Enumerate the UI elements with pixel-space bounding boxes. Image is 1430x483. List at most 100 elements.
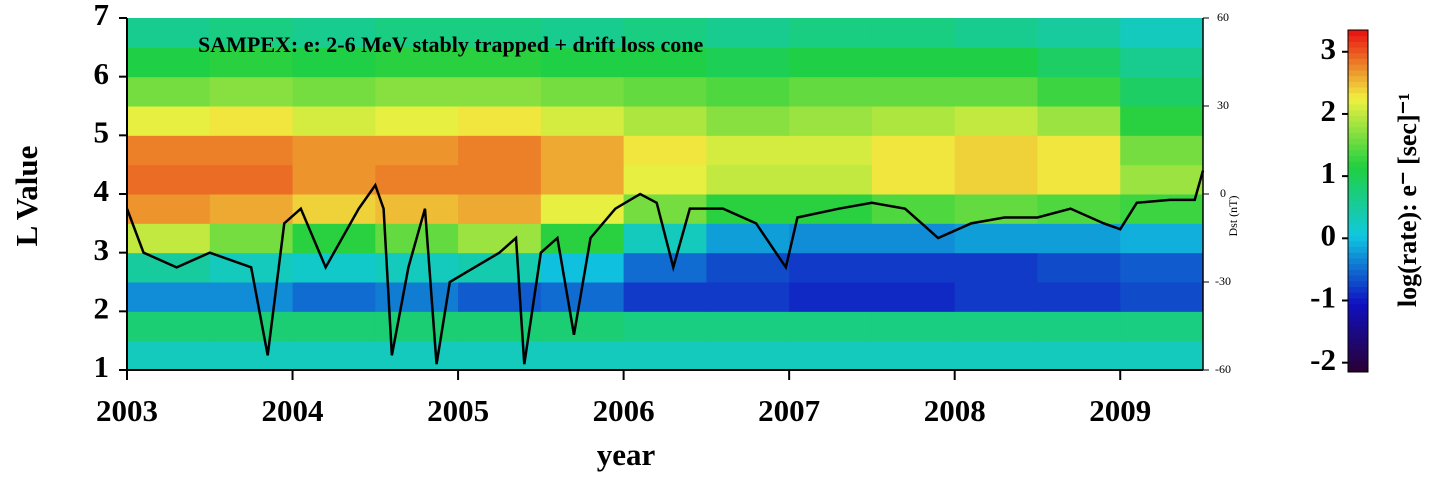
heatmap-cell <box>954 135 1038 166</box>
heatmap-cell <box>1037 252 1121 283</box>
colorbar-segment <box>1348 343 1368 350</box>
colorbar-segment <box>1348 332 1368 339</box>
heatmap-cell <box>789 106 873 136</box>
heatmap-cell <box>954 164 1038 195</box>
heatmap-cell <box>375 194 459 224</box>
heatmap-cell <box>706 252 790 283</box>
y-tick-label: 6 <box>94 56 110 91</box>
heatmap-cell <box>375 252 459 283</box>
heatmap-cell <box>1037 106 1121 136</box>
heatmap-cell <box>458 252 542 283</box>
colorbar-segment <box>1348 309 1368 316</box>
heatmap-cell <box>954 18 1038 48</box>
colorbar-segment <box>1348 121 1368 128</box>
heatmap-cell <box>871 311 956 342</box>
heatmap-cell <box>789 135 873 166</box>
colorbar-segment <box>1348 138 1368 145</box>
heatmap-cell <box>1120 340 1204 371</box>
heatmap-cell <box>375 164 459 195</box>
heatmap-cell <box>127 311 211 342</box>
heatmap-cell <box>871 164 956 195</box>
heatmap-cell <box>871 135 956 166</box>
heatmap-cell <box>623 135 707 166</box>
colorbar-segment <box>1348 275 1368 282</box>
colorbar-segment <box>1348 212 1368 219</box>
colorbar-segment <box>1348 263 1368 270</box>
heatmap-cell <box>1037 135 1121 166</box>
y-tick-label: 3 <box>94 232 110 267</box>
heatmap-cell <box>127 164 211 195</box>
colorbar-segment <box>1348 286 1368 293</box>
heatmap-cell <box>1120 223 1204 254</box>
heatmap-cell <box>458 282 542 312</box>
heatmap-cell <box>209 223 294 254</box>
heatmap-cell <box>1120 311 1204 342</box>
heatmap-cell <box>789 164 873 195</box>
heatmap-cell <box>871 282 956 312</box>
colorbar-segment <box>1348 269 1368 276</box>
heatmap-cell <box>209 106 294 136</box>
y2-axis-label: Dst (nT) <box>1226 196 1240 237</box>
heatmap-cell <box>292 18 376 48</box>
heatmap-cell <box>458 340 542 371</box>
heatmap-cell <box>127 18 211 48</box>
heatmap-cell <box>1120 47 1204 78</box>
heatmap-cell <box>1120 282 1204 312</box>
heatmap-cell <box>1037 311 1121 342</box>
colorbar-segment <box>1348 206 1368 213</box>
heatmap-cell <box>127 223 211 254</box>
colorbar-segment <box>1348 58 1368 65</box>
heatmap-cell <box>954 106 1038 136</box>
colorbar-segment <box>1348 144 1368 151</box>
colorbar-tick-label: 0 <box>1321 217 1337 252</box>
colorbar-segment <box>1348 64 1368 71</box>
colorbar-segment <box>1348 240 1368 248</box>
colorbar-segment <box>1348 366 1368 373</box>
x-tick-label: 2008 <box>924 393 986 428</box>
heatmap-cell <box>540 164 625 195</box>
colorbar-segment <box>1348 258 1368 265</box>
colorbar-segment <box>1348 104 1368 111</box>
colorbar-tick-label: 3 <box>1321 31 1337 66</box>
y-tick-label: 7 <box>94 0 110 32</box>
heatmap-cell <box>209 194 294 224</box>
heatmap-cell <box>540 47 625 78</box>
heatmap-cell <box>209 135 294 166</box>
heatmap-cell <box>375 18 459 48</box>
heatmap-cell <box>871 76 956 107</box>
heatmap-cell <box>375 106 459 136</box>
colorbar-tick-label: -1 <box>1310 280 1336 315</box>
heatmap-cell <box>789 76 873 107</box>
colorbar-segment <box>1348 349 1368 356</box>
heatmap-cell <box>292 223 376 254</box>
y2-tick-label: 30 <box>1217 98 1229 112</box>
heatmap-cell <box>706 135 790 166</box>
colorbar-segment <box>1348 326 1368 333</box>
heatmap-cell <box>1120 106 1204 136</box>
colorbar-segment <box>1348 52 1368 59</box>
heatmap-cell <box>954 47 1038 78</box>
heatmap-cell <box>458 106 542 136</box>
heatmap-cell <box>954 340 1038 371</box>
colorbar-segment <box>1348 41 1368 48</box>
heatmap-cell <box>1037 223 1121 254</box>
colorbar-segment <box>1348 92 1368 99</box>
y2-tick-label: -60 <box>1215 362 1231 376</box>
y-axis-label: L Value <box>9 146 44 247</box>
x-tick-label: 2005 <box>427 393 489 428</box>
colorbar-tick-label: 2 <box>1321 93 1337 128</box>
heatmap-cell <box>458 164 542 195</box>
heatmap-cell <box>871 340 956 371</box>
colorbar-segment <box>1348 47 1368 54</box>
heatmap-cell <box>292 106 376 136</box>
colorbar-segment <box>1348 172 1368 179</box>
heatmap-cell <box>458 135 542 166</box>
heatmap-cell <box>292 164 376 195</box>
heatmap-cell <box>458 223 542 254</box>
heatmap-cell <box>375 311 459 342</box>
heatmap-cell <box>1037 18 1121 48</box>
colorbar-segment <box>1348 155 1368 162</box>
heatmap-cell <box>623 76 707 107</box>
heatmap-cell <box>458 47 542 78</box>
